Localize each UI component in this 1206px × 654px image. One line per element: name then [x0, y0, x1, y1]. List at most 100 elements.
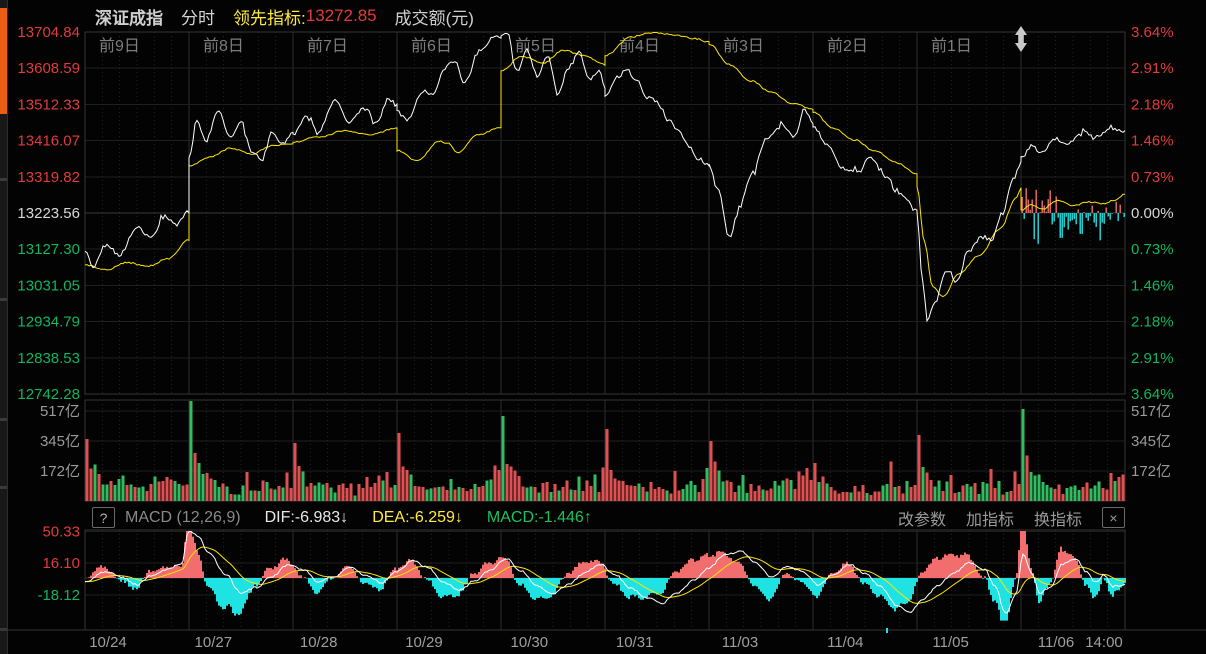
scrollbar-thumb[interactable] — [0, 8, 7, 114]
volume-bar — [601, 467, 605, 501]
volume-bar — [773, 481, 777, 501]
macd-histogram-down — [560, 578, 562, 580]
macd-histogram-up — [688, 559, 690, 578]
switch-indicator-button[interactable]: 换指标 — [1033, 511, 1082, 529]
macd-dea-line — [85, 546, 1126, 604]
volume-bar — [785, 478, 789, 501]
volume-bar — [645, 491, 649, 501]
macd-histogram-up — [928, 564, 930, 578]
volume-bar — [177, 483, 181, 501]
volume-bar — [1073, 485, 1077, 501]
macd-histogram-down — [430, 578, 432, 581]
macd-histogram-up — [920, 572, 922, 578]
volume-bar — [529, 486, 533, 501]
lead-bar-down — [1065, 213, 1067, 217]
macd-indicator-name[interactable]: MACD (12,26,9) — [125, 508, 241, 526]
volume-bar — [221, 483, 225, 501]
volume-bar — [821, 476, 825, 501]
macd-histogram-up — [968, 554, 970, 578]
lead-bar-down — [1037, 213, 1039, 244]
volume-bar — [537, 492, 541, 501]
price-axis-label-left: 13127.30 — [17, 241, 80, 258]
macd-histogram-up — [194, 542, 196, 578]
macd-histogram-up — [190, 531, 192, 578]
macd-histogram-down — [518, 578, 520, 586]
macd-histogram-up — [342, 568, 344, 578]
macd-histogram-up — [474, 573, 476, 578]
macd-histogram-up — [392, 569, 394, 578]
macd-value: MACD:-1.446↑ — [486, 508, 592, 526]
macd-histogram-down — [544, 578, 546, 599]
macd-histogram-up — [182, 562, 184, 578]
macd-histogram-down — [462, 578, 464, 591]
macd-histogram-up — [570, 573, 572, 578]
macd-histogram-down — [558, 578, 560, 585]
date-label: 10/29 — [405, 634, 443, 651]
macd-histogram-down — [748, 578, 750, 580]
macd-histogram-down — [660, 578, 662, 595]
volume-bar — [553, 484, 557, 501]
macd-histogram-up — [790, 576, 792, 578]
strip-tick — [0, 298, 7, 301]
volume-bar — [713, 461, 717, 501]
date-label: 10/30 — [511, 634, 549, 651]
macd-histogram-up — [406, 561, 408, 578]
macd-histogram-down — [330, 578, 332, 580]
macd-histogram-down — [556, 578, 558, 589]
scroll-up-down-icon[interactable] — [1014, 26, 1028, 52]
change-params-button[interactable]: 改参数 — [897, 511, 946, 529]
date-label: 10/24 — [89, 634, 127, 651]
macd-histogram-down — [874, 578, 876, 595]
macd-histogram-up — [972, 561, 974, 578]
volume-bar — [1033, 475, 1037, 501]
macd-histogram-up — [834, 572, 836, 578]
macd-histogram-up — [400, 566, 402, 578]
lead-bar-down — [1117, 213, 1119, 222]
volume-bar — [921, 466, 925, 501]
macd-histogram-up — [682, 567, 684, 578]
macd-histogram-up — [980, 575, 982, 578]
add-indicator-button[interactable]: 加指标 — [965, 511, 1014, 529]
macd-histogram-up — [572, 570, 574, 578]
macd-histogram-up — [786, 572, 788, 578]
volume-bar — [669, 493, 673, 501]
volume-bar — [137, 487, 141, 501]
macd-histogram-up — [92, 572, 94, 578]
macd-histogram-up — [930, 563, 932, 578]
volume-bar — [689, 480, 693, 501]
macd-histogram-up — [144, 576, 146, 578]
macd-histogram-down — [994, 578, 996, 601]
macd-histogram-up — [344, 566, 346, 578]
close-indicator-button[interactable]: × — [1102, 507, 1125, 528]
macd-axis-label: -18.12 — [37, 587, 80, 604]
period-mode-label[interactable]: 分时 — [181, 8, 215, 28]
lead-bar-down — [1081, 213, 1083, 234]
percent-axis-label-right: 2.91% — [1131, 350, 1174, 367]
macd-histogram-down — [214, 578, 216, 595]
macd-histogram-down — [524, 578, 526, 588]
volume-bar — [213, 480, 217, 501]
macd-histogram-down — [374, 578, 376, 587]
macd-histogram-down — [204, 578, 206, 582]
volume-bar — [289, 488, 293, 501]
macd-histogram-down — [900, 578, 902, 604]
lead-bar-down — [1087, 213, 1089, 221]
volume-bar — [1057, 484, 1061, 501]
lead-bar-up — [1041, 200, 1043, 213]
strip-tick — [0, 418, 7, 421]
volume-bar — [993, 487, 997, 501]
macd-histogram-down — [434, 578, 436, 590]
macd-histogram-up — [602, 563, 604, 578]
help-button[interactable]: ? — [92, 507, 115, 528]
symbol-name[interactable]: 深证成指 — [95, 8, 163, 28]
volume-bar — [765, 490, 769, 501]
macd-histogram-down — [530, 578, 532, 598]
macd-histogram-up — [354, 572, 356, 578]
macd-histogram-up — [288, 560, 290, 578]
macd-histogram-down — [324, 578, 326, 584]
volume-axis-label-right: 345亿 — [1131, 433, 1171, 450]
macd-histogram-up — [1074, 557, 1076, 578]
macd-histogram-up — [490, 563, 492, 578]
